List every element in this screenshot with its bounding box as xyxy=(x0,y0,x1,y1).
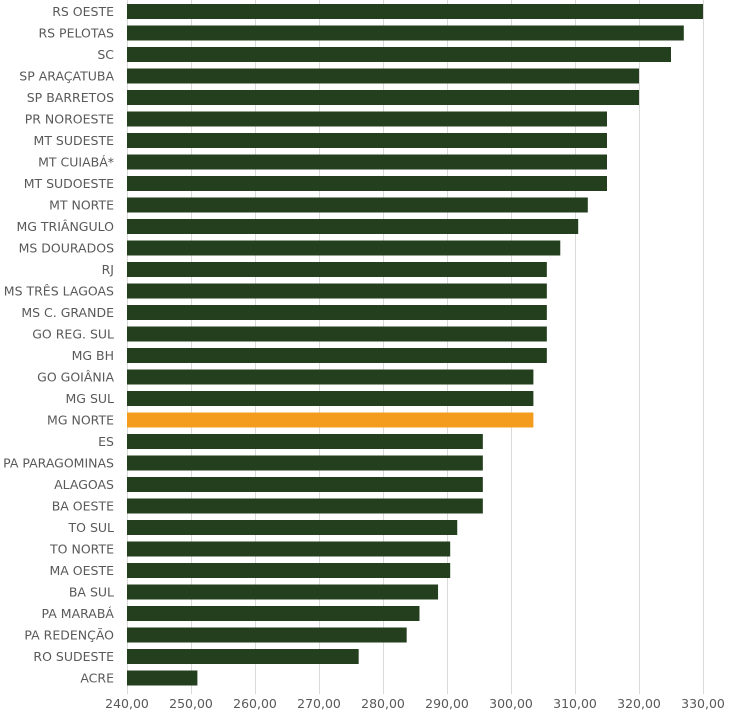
category-label: MA OESTE xyxy=(49,563,114,578)
x-tick-label: 260,00 xyxy=(233,696,277,711)
bar xyxy=(127,584,439,600)
bar xyxy=(127,25,684,41)
category-label: PA PARAGOMINAS xyxy=(3,456,114,471)
category-label: MS C. GRANDE xyxy=(21,305,114,320)
category-label: TO NORTE xyxy=(49,542,114,557)
x-tick-label: 250,00 xyxy=(169,696,213,711)
category-label: BA SUL xyxy=(69,585,114,600)
bar xyxy=(127,627,407,643)
category-label: MG BH xyxy=(72,348,114,363)
category-label: PR NOROESTE xyxy=(25,112,114,127)
bar xyxy=(127,477,483,492)
category-label: MS TRÊS LAGOAS xyxy=(4,284,114,299)
category-label: SP ARAÇATUBA xyxy=(19,69,114,84)
bar xyxy=(127,240,561,256)
x-tick-label: 300,00 xyxy=(489,696,533,711)
bar xyxy=(127,563,451,578)
x-tick-label: 280,00 xyxy=(361,696,405,711)
bar xyxy=(127,219,579,234)
category-label: GO REG. SUL xyxy=(32,327,114,342)
category-label: PA MARABÁ xyxy=(42,606,115,621)
category-label: RS PELOTAS xyxy=(38,26,114,41)
x-axis-tick-labels: 240,00 250,00 260,00 270,00 280,00 290,00 300,… xyxy=(105,696,725,711)
bar xyxy=(127,111,607,127)
x-tick-label: 290,00 xyxy=(425,696,469,711)
bar xyxy=(127,348,547,363)
bar xyxy=(127,326,547,342)
category-label: SC xyxy=(97,47,114,62)
bar xyxy=(127,47,671,62)
bar xyxy=(127,369,534,385)
category-label: MT SUDESTE xyxy=(34,133,115,148)
bar xyxy=(127,154,607,170)
bar xyxy=(127,649,359,664)
category-label: MG SUL xyxy=(66,391,115,406)
category-label: MT NORTE xyxy=(49,198,114,213)
category-label: BA OESTE xyxy=(52,499,114,514)
x-tick-label: 310,00 xyxy=(553,696,597,711)
category-label: ACRE xyxy=(80,671,114,686)
category-label: ES xyxy=(98,434,114,449)
bar xyxy=(127,305,547,320)
bar xyxy=(127,90,639,105)
bar xyxy=(127,391,534,406)
x-tick-label: 240,00 xyxy=(105,696,149,711)
category-labels: RS OESTE RS PELOTAS SC SP ARAÇATUBA SP BARRE… xyxy=(3,4,114,686)
category-label: RJ xyxy=(102,262,114,277)
bar xyxy=(127,670,198,686)
bar xyxy=(127,4,703,19)
category-label: RS OESTE xyxy=(52,4,114,19)
category-label: MG NORTE xyxy=(47,413,114,428)
bars xyxy=(127,4,703,686)
bar xyxy=(127,133,607,148)
bar xyxy=(127,434,483,449)
bar-highlighted xyxy=(127,412,534,428)
x-tick-label: 320,00 xyxy=(617,696,661,711)
bar xyxy=(127,455,483,471)
category-label: MT SUDOESTE xyxy=(24,176,114,191)
bar xyxy=(127,520,458,535)
bar xyxy=(127,541,451,557)
category-label: RO SUDESTE xyxy=(33,649,114,664)
bar xyxy=(127,262,547,277)
category-label: SP BARRETOS xyxy=(27,90,114,105)
category-label: PA REDENÇÃO xyxy=(24,628,114,643)
category-label: MT CUIABÁ* xyxy=(38,155,114,170)
x-tick-label: 270,00 xyxy=(297,696,341,711)
category-label: TO SUL xyxy=(68,520,115,535)
category-label: GO GOIÂNIA xyxy=(37,370,114,385)
bar xyxy=(127,283,547,299)
bar xyxy=(127,606,420,621)
x-tick-label: 330,00 xyxy=(681,696,725,711)
bar xyxy=(127,68,639,84)
bar xyxy=(127,498,483,514)
bar xyxy=(127,176,607,191)
category-label: MS DOURADOS xyxy=(19,241,115,256)
bar xyxy=(127,197,588,213)
category-label: MG TRIÂNGULO xyxy=(16,219,114,234)
category-label: ALAGOAS xyxy=(54,477,114,492)
